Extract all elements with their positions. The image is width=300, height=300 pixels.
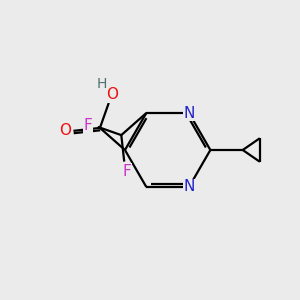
Text: N: N (183, 179, 195, 194)
Text: O: O (59, 123, 71, 138)
Text: H: H (97, 77, 107, 91)
Text: F: F (84, 118, 93, 133)
Text: O: O (106, 87, 118, 102)
Text: F: F (123, 164, 132, 178)
Text: N: N (183, 106, 195, 121)
